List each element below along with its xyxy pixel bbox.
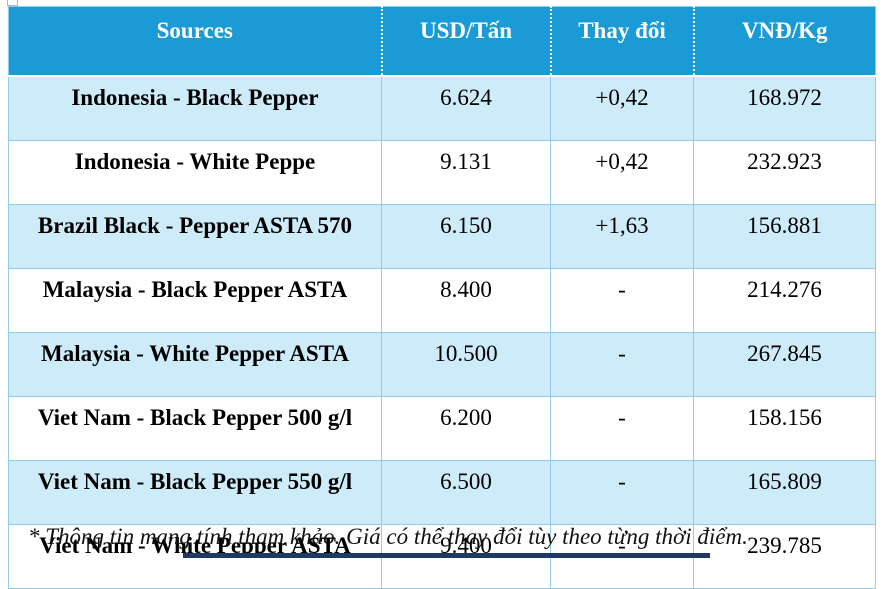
source-cell: Viet Nam - Black Pepper 550 g/l [8,460,382,525]
usd-price-cell: 6.500 [381,460,551,525]
header-row: Sources USD/Tấn Thay đổi VNĐ/Kg [8,6,876,77]
source-cell: Brazil Black - Pepper ASTA 570 [8,204,382,269]
change-cell: +0,42 [550,140,694,205]
usd-price-cell: 6.150 [381,204,551,269]
vnd-price-cell: 214.276 [693,268,876,333]
column-header-sources: Sources [8,6,383,77]
table-row: Indonesia - White Peppe 9.131 +0,42 232.… [8,140,876,205]
change-cell: - [550,332,694,397]
usd-price-cell: 10.500 [381,332,551,397]
table-row: Viet Nam - Black Pepper 550 g/l 6.500 - … [8,460,876,525]
source-cell: Indonesia - Black Pepper [8,75,382,141]
source-cell: Malaysia - White Pepper ASTA [8,332,382,397]
usd-price-cell: 9.131 [381,140,551,205]
source-cell: Indonesia - White Peppe [8,140,382,205]
change-cell: +0,42 [550,75,694,141]
source-cell: Malaysia - Black Pepper ASTA [8,268,382,333]
usd-price-cell: 8.400 [381,268,551,333]
vnd-price-cell: 156.881 [693,204,876,269]
column-header-vnd-per-kg: VNĐ/Kg [693,6,876,77]
table-body: Indonesia - Black Pepper 6.624 +0,42 168… [8,75,876,589]
object-handle-fragment [7,0,18,6]
table-row: Malaysia - Black Pepper ASTA 8.400 - 214… [8,268,876,333]
table-row: Viet Nam - Black Pepper 500 g/l 6.200 - … [8,396,876,461]
vnd-price-cell: 168.972 [693,75,876,141]
vnd-price-cell: 158.156 [693,396,876,461]
column-header-usd-per-ton: USD/Tấn [381,6,552,77]
navy-divider-bar [183,553,710,558]
change-cell: - [550,396,694,461]
change-cell: - [550,268,694,333]
disclaimer-footnote: * Thông tin mang tính tham khảo. Giá có … [28,524,748,549]
source-cell: Viet Nam - Black Pepper 500 g/l [8,396,382,461]
vnd-price-cell: 232.923 [693,140,876,205]
pepper-price-table: Sources USD/Tấn Thay đổi VNĐ/Kg Indonesi… [8,6,876,589]
table-row: Malaysia - White Pepper ASTA 10.500 - 26… [8,332,876,397]
change-cell: - [550,460,694,525]
usd-price-cell: 6.624 [381,75,551,141]
change-cell: +1,63 [550,204,694,269]
table-row: Brazil Black - Pepper ASTA 570 6.150 +1,… [8,204,876,269]
vnd-price-cell: 267.845 [693,332,876,397]
column-header-change: Thay đổi [550,6,695,77]
vnd-price-cell: 165.809 [693,460,876,525]
usd-price-cell: 6.200 [381,396,551,461]
table-row: Indonesia - Black Pepper 6.624 +0,42 168… [8,75,876,141]
